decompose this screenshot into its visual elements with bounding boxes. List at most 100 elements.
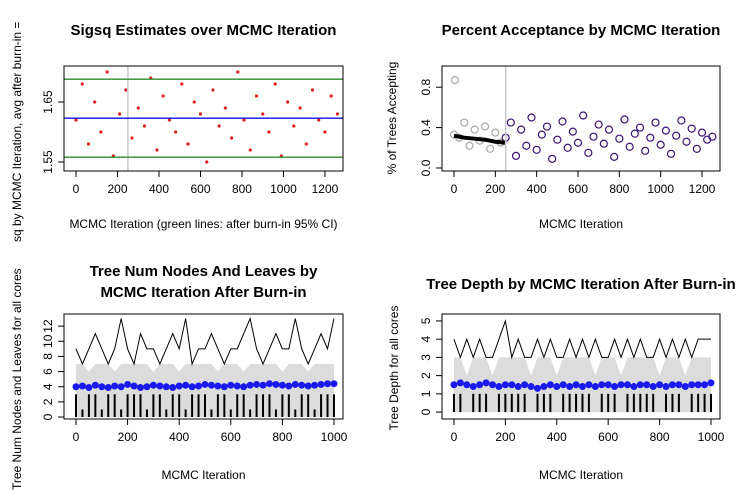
point: [646, 133, 655, 142]
y-tick-label: 6: [41, 368, 55, 375]
point: [584, 148, 593, 157]
point: [656, 381, 664, 389]
point: [623, 381, 631, 389]
point: [117, 383, 125, 391]
point: [317, 380, 325, 388]
point: [162, 383, 170, 391]
point: [573, 138, 583, 147]
point: [93, 100, 97, 104]
point: [649, 383, 657, 391]
chart-title: Sigsq Estimates over MCMC Iteration: [71, 22, 337, 39]
point: [195, 382, 203, 390]
point: [285, 382, 293, 390]
point: [174, 130, 178, 134]
point: [675, 381, 683, 389]
point: [273, 82, 277, 86]
y-tick-label: 0.8: [419, 79, 433, 96]
point: [463, 381, 471, 389]
point: [559, 381, 567, 389]
point: [335, 112, 339, 116]
y-axis-label: Tree Num Nodes and Leaves for all cores: [10, 268, 24, 490]
x-axis-label: MCMC Iteration: [539, 217, 623, 231]
point: [254, 94, 259, 98]
point: [136, 383, 144, 391]
point: [610, 152, 619, 161]
point: [682, 137, 691, 146]
y-tick-label: 1: [419, 390, 433, 397]
point: [104, 383, 112, 391]
point: [105, 70, 109, 74]
x-tick-label: 200: [485, 182, 505, 196]
point: [677, 116, 686, 125]
point: [708, 132, 717, 141]
point: [330, 380, 338, 388]
point: [259, 381, 267, 389]
point: [85, 383, 93, 391]
x-tick-label: 1200: [312, 182, 339, 196]
point: [91, 381, 99, 389]
point: [514, 383, 522, 391]
point: [672, 131, 681, 140]
point: [74, 118, 78, 122]
point: [694, 381, 702, 389]
point: [568, 127, 577, 136]
point: [668, 381, 676, 389]
point: [223, 106, 227, 110]
point: [175, 382, 183, 390]
x-tick-label: 800: [650, 430, 670, 444]
point: [291, 380, 299, 388]
point: [527, 113, 536, 122]
point: [641, 146, 650, 155]
point: [117, 112, 122, 116]
plot-frame: [441, 65, 721, 172]
point: [540, 383, 548, 391]
point: [604, 125, 614, 134]
point: [292, 124, 296, 128]
x-tick-label: 400: [527, 182, 547, 196]
x-tick-label: 0: [451, 182, 458, 196]
chart-title: Percent Acceptance by MCMC Iteration: [442, 22, 721, 39]
point: [532, 145, 541, 154]
point: [253, 380, 261, 388]
point: [688, 381, 696, 389]
point: [217, 124, 221, 128]
y-tick-label: 4: [419, 336, 433, 343]
x-axis-label: MCMC Iteration: [539, 468, 623, 482]
point: [594, 120, 603, 129]
point: [78, 382, 86, 390]
x-tick-label: 600: [221, 430, 241, 444]
x-tick-label: 0: [451, 430, 458, 444]
y-tick-label: 3: [419, 354, 433, 361]
point: [310, 88, 315, 92]
point: [182, 381, 190, 389]
x-tick-label: 0: [73, 430, 80, 444]
y-tick-label: 0: [41, 413, 55, 420]
point: [508, 381, 516, 389]
point: [136, 106, 140, 110]
y-tick-label: 1.55: [41, 150, 55, 174]
point: [542, 122, 552, 131]
point: [192, 100, 196, 104]
point: [615, 134, 624, 143]
point: [491, 128, 500, 137]
point: [248, 148, 252, 152]
point: [242, 118, 246, 122]
point: [220, 383, 228, 391]
point: [692, 144, 701, 153]
point: [546, 381, 554, 389]
point: [99, 130, 103, 134]
point: [611, 383, 619, 391]
point: [230, 136, 234, 140]
point: [495, 383, 503, 391]
point: [304, 142, 308, 146]
point: [236, 70, 240, 74]
point: [460, 118, 469, 127]
point: [604, 381, 612, 389]
point: [527, 383, 535, 391]
x-tick-label: 200: [118, 430, 138, 444]
x-tick-label: 1000: [698, 430, 725, 444]
chart-title: MCMC Iteration After Burn-in: [100, 284, 306, 301]
point: [227, 381, 235, 389]
chart-title: Tree Num Nodes And Leaves by: [90, 263, 319, 280]
y-tick-label: 0.0: [419, 159, 433, 176]
